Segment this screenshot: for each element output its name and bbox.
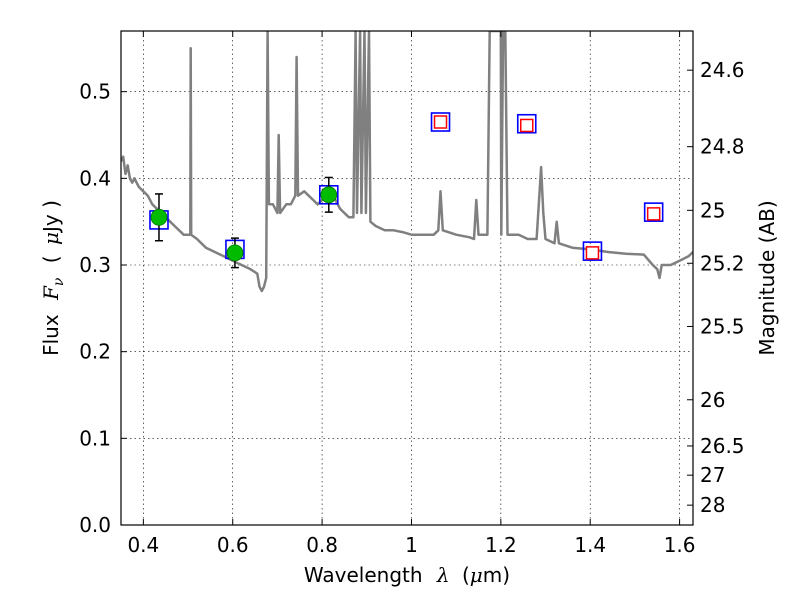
y-tick-label: 0.3	[79, 253, 111, 277]
x-tick-label: 0.8	[306, 533, 338, 557]
y2-tick-label: 25.2	[700, 251, 745, 275]
model-point-square	[430, 112, 451, 132]
y-axis-unit-mu: μ	[39, 232, 63, 245]
y2-tick-label: 25	[700, 198, 725, 222]
y-axis-symbol: F	[39, 285, 63, 301]
x-axis-unit-suffix: m)	[483, 563, 510, 587]
x-axis-label: Wavelength λ (μm)	[304, 563, 510, 587]
y2-tick-label: 25.5	[700, 314, 745, 338]
x-tick-label: 0.6	[217, 533, 249, 557]
x-axis-label-text: Wavelength	[304, 563, 423, 587]
y-tick-label: 0.4	[79, 166, 111, 190]
upper-limit-square	[433, 115, 448, 129]
x-tick-label: 1.6	[664, 533, 696, 557]
x-tick-label: 1	[405, 533, 418, 557]
model-point-square	[643, 202, 664, 222]
spectrum-line	[121, 31, 693, 293]
x-tick-label: 1.4	[574, 533, 606, 557]
y-axis-unit-prefix: (	[39, 255, 63, 263]
x-axis-symbol: λ	[436, 563, 450, 587]
model-point-square	[582, 241, 603, 261]
plot-frame	[120, 30, 694, 526]
x-tick-label: 0.4	[127, 533, 159, 557]
y-tick-label: 0.0	[79, 513, 111, 537]
y-tick-label: 0.2	[79, 340, 111, 364]
y2-tick-label: 28	[700, 493, 725, 517]
y-axis-unit-suffix: Jy )	[39, 200, 63, 234]
y2-tick-label: 24.6	[700, 58, 745, 82]
observed-point	[320, 186, 338, 204]
y-axis-subscript: ν	[51, 277, 67, 286]
grid	[121, 31, 693, 526]
axis-ticks: 0.4 0.6 0.8 1 1.2 1.4 1.6 0.0 0.1 0.2 0.3 0.4 0.5 24.…	[79, 31, 745, 557]
upper-limit-square	[520, 118, 534, 133]
upper-limit-square	[585, 246, 600, 260]
template-spectrum	[121, 31, 693, 293]
y2-tick-label: 26.5	[700, 434, 745, 458]
x-axis-unit-prefix: (	[462, 563, 470, 587]
y-tick-label: 0.1	[79, 426, 111, 450]
upper-limit-square	[646, 207, 661, 221]
photometry-markers	[149, 112, 664, 269]
observed-point	[226, 244, 244, 262]
y-axis-label: Flux Fν ( μJy )	[39, 200, 68, 356]
y-tick-label: 0.5	[79, 80, 111, 104]
x-tick-label: 1.2	[485, 533, 517, 557]
y2-tick-label: 24.8	[700, 135, 745, 159]
observed-point	[150, 208, 168, 226]
y2-tick-label: 27	[700, 463, 725, 487]
model-point-square	[516, 113, 537, 134]
y-axis-label-text: Flux	[39, 314, 63, 356]
y2-tick-label: 26	[700, 388, 725, 412]
x-axis-unit-mu: μ	[470, 563, 483, 587]
y2-axis-label: Magnitude (AB)	[755, 200, 779, 355]
